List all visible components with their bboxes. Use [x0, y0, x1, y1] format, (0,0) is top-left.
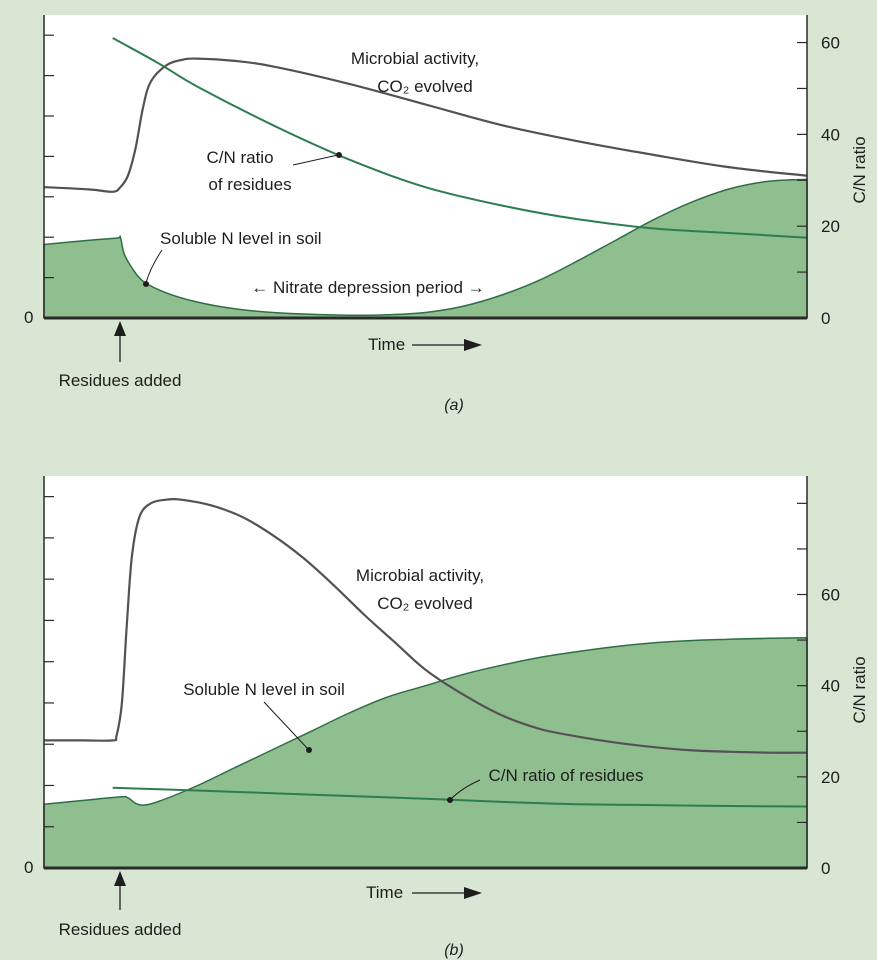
x-axis-title: Time: [368, 335, 405, 354]
cn-leader-line: [292, 154, 339, 166]
soluble-n-leader-dot: [306, 747, 312, 753]
y2-tick-label: 0: [821, 309, 830, 328]
annotation-soluble-n: Soluble N level in soil: [183, 680, 345, 699]
residues-arrow-head: [114, 321, 126, 336]
cn-leader-dot: [447, 797, 453, 803]
time-arrow-head: [464, 339, 482, 351]
soluble-n-leader-line: [145, 249, 163, 284]
annotation-microbial-line2: CO₂ evolved: [377, 594, 472, 613]
y2-tick-label: 60: [821, 34, 840, 53]
right-tick-labels: 0 20 40 60: [821, 34, 840, 328]
annotation-soluble-n: Soluble N level in soil: [160, 229, 322, 248]
soluble-n-area: [43, 178, 808, 319]
residues-added-label: Residues added: [59, 371, 182, 390]
annotation-nitrate-depression: ← Nitrate depression period →: [251, 278, 484, 297]
y2-tick-label: 40: [821, 125, 840, 144]
right-axis-ticks: [797, 476, 808, 868]
y2-tick-label: 20: [821, 768, 840, 787]
soluble-n-area: [43, 637, 808, 869]
left-zero-label: 0: [24, 308, 33, 327]
cn-leader-dot: [336, 152, 342, 158]
microbial-activity-line: [43, 57, 808, 193]
microbial-activity-line: [43, 498, 808, 754]
y2-tick-label: 0: [821, 859, 830, 878]
left-zero-label: 0: [24, 858, 33, 877]
soluble-n-leader-line: [263, 701, 309, 750]
residues-added-label: Residues added: [59, 920, 182, 939]
x-axis-title: Time: [366, 883, 403, 902]
right-axis-ticks: [797, 15, 808, 318]
y2-tick-label: 60: [821, 586, 840, 605]
soluble-n-leader-dot: [143, 281, 149, 287]
panel-label-a: (a): [444, 397, 464, 414]
y2-tick-label: 20: [821, 217, 840, 236]
cn-ratio-line: [112, 786, 808, 808]
y2-axis-title: C/N ratio: [850, 656, 869, 723]
y2-axis-title: C/N ratio: [850, 136, 869, 203]
annotation-cn-line2: of residues: [208, 175, 291, 194]
panel-label-b: (b): [444, 942, 464, 959]
left-axis-ticks: [43, 15, 54, 318]
residues-arrow-head: [114, 871, 126, 886]
right-tick-labels: 0 20 40 60: [821, 586, 840, 878]
annotation-microbial-line1: Microbial activity,: [351, 49, 479, 68]
cn-ratio-line: [112, 37, 808, 239]
y2-tick-label: 40: [821, 677, 840, 696]
left-axis-ticks: [43, 476, 54, 868]
annotation-cn-line1: C/N ratio: [206, 148, 273, 167]
cn-leader-line: [450, 779, 481, 800]
annotation-microbial-line1: Microbial activity,: [356, 566, 484, 585]
time-arrow-head: [464, 887, 482, 899]
annotation-microbial-line2: CO₂ evolved: [377, 77, 472, 96]
annotation-cn: C/N ratio of residues: [489, 766, 644, 785]
